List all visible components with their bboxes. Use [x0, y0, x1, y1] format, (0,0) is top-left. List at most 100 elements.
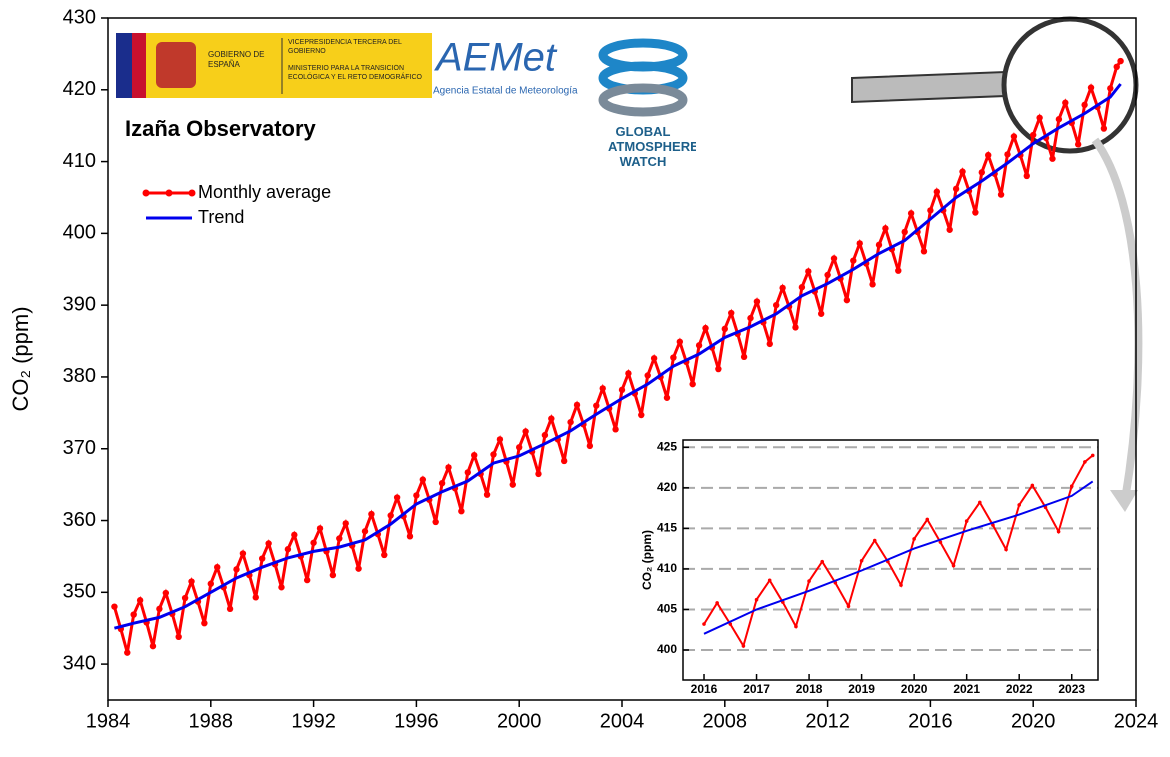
vice-text: VICEPRESIDENCIA TERCERA DEL GOBIERNO	[288, 39, 402, 55]
data-point	[310, 539, 317, 546]
y-tick-label: 420	[657, 480, 677, 494]
data-point	[239, 550, 247, 557]
x-tick-label: 2023	[1058, 682, 1085, 696]
gaw-text-box: GLOBAL ATMOSPHERE WATCH	[608, 124, 696, 169]
legend-marker	[142, 189, 150, 197]
data-point	[670, 354, 677, 361]
data-point	[490, 451, 497, 458]
data-point	[316, 525, 324, 532]
data-point	[901, 228, 908, 236]
series-line	[114, 83, 1122, 630]
data-point	[284, 546, 292, 553]
data-point	[458, 507, 465, 515]
data-point	[938, 540, 943, 544]
data-point	[1113, 63, 1120, 71]
data-point	[766, 340, 773, 348]
data-point	[882, 225, 889, 232]
data-point	[767, 578, 772, 583]
y-tick-label: 340	[63, 652, 96, 674]
data-point	[130, 611, 137, 618]
data-point	[393, 494, 401, 501]
data-point	[252, 594, 259, 601]
y-tick-label: 350	[63, 581, 96, 603]
data-point	[1083, 460, 1087, 464]
data-point	[843, 296, 851, 304]
aemet-sub: Agencia Estatal de Meteorología	[433, 86, 578, 97]
data-point	[548, 415, 555, 422]
x-tick-label: 2018	[796, 682, 823, 696]
data-point	[586, 442, 594, 450]
x-tick-label: 2017	[743, 682, 770, 696]
data-point	[644, 372, 651, 379]
data-point	[1090, 453, 1095, 458]
y-tick-label: 410	[63, 150, 96, 172]
data-point	[336, 535, 343, 542]
data-point	[1107, 85, 1114, 92]
data-point	[291, 531, 298, 539]
data-point	[951, 563, 956, 568]
data-point	[124, 649, 131, 656]
data-point	[1074, 141, 1082, 148]
data-point	[625, 370, 632, 377]
data-point	[560, 457, 568, 465]
x-tick-label: 2020	[901, 682, 928, 696]
legend-label: Trend	[198, 207, 244, 227]
y-tick-label: 360	[63, 509, 96, 531]
data-point	[985, 151, 992, 159]
data-point	[728, 309, 735, 317]
vice-text-box: VICEPRESIDENCIA TERCERA DEL GOBIERNO	[288, 39, 402, 55]
data-point	[920, 248, 928, 255]
data-point	[162, 589, 170, 597]
data-point	[483, 491, 491, 498]
data-point	[201, 619, 208, 627]
y-tick-label: 410	[657, 561, 677, 575]
data-point	[850, 257, 857, 264]
data-point	[226, 605, 234, 613]
y-tick-label: 430	[63, 6, 96, 28]
data-point	[753, 298, 761, 305]
data-point	[1017, 503, 1022, 507]
data-point	[805, 268, 812, 275]
data-point	[1023, 172, 1030, 180]
data-point	[872, 538, 877, 543]
eu-flag	[116, 33, 132, 98]
legend-marker	[188, 189, 196, 197]
data-point	[907, 210, 915, 217]
data-point	[972, 209, 979, 216]
data-point	[740, 353, 748, 361]
data-point	[754, 597, 759, 602]
main-plot: 340 350 360 370 380 390 400 410 420 430 1984 1988 19…	[8, 6, 1158, 732]
data-point	[599, 385, 606, 392]
data-point	[689, 380, 696, 388]
x-tick-label: 1996	[394, 710, 439, 732]
data-point	[856, 240, 863, 247]
data-point	[516, 444, 523, 451]
x-tick-label: 2008	[703, 710, 748, 732]
data-point	[933, 188, 941, 195]
data-point	[830, 255, 838, 262]
data-point	[303, 576, 311, 584]
data-point	[188, 578, 195, 585]
data-point	[1081, 101, 1088, 109]
data-point	[925, 517, 930, 522]
x-tick-label: 2019	[848, 682, 875, 696]
data-point	[509, 481, 516, 488]
gov-text: GOBIERNO DE ESPAÑA	[208, 50, 265, 69]
data-point	[663, 394, 671, 401]
y-tick-label: 415	[657, 521, 677, 535]
x-tick-label: 1984	[86, 710, 131, 732]
y-tick-label: 380	[63, 365, 96, 387]
data-point	[702, 622, 706, 626]
inset-plot: 400 405 410 415 420 425 2016 2017 2018 2019 2020 20…	[640, 439, 1099, 696]
inset-background	[683, 440, 1098, 680]
data-point	[1004, 151, 1011, 158]
y-axis-label: CO₂ (ppm)	[640, 530, 654, 590]
x-tick-label: 2004	[600, 710, 645, 732]
data-point	[471, 451, 478, 459]
data-point	[214, 563, 221, 571]
data-point	[329, 571, 337, 579]
data-point	[381, 551, 388, 559]
data-point	[817, 310, 825, 317]
data-point	[1100, 125, 1108, 132]
